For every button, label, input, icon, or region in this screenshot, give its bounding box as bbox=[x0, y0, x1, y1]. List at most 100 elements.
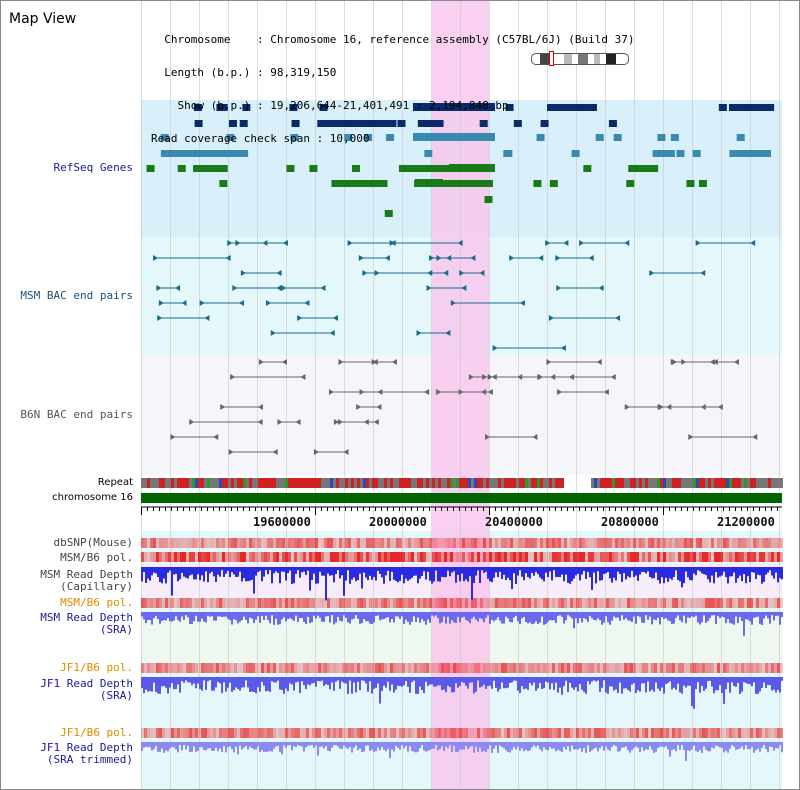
repeat-segment bbox=[663, 478, 666, 488]
read-depth-bar bbox=[459, 612, 461, 623]
polymorphism-cell bbox=[627, 728, 630, 738]
read-depth-bar bbox=[543, 677, 545, 689]
read-depth-bar bbox=[641, 567, 643, 572]
polymorphism-cell bbox=[624, 728, 627, 738]
polymorphism-cell bbox=[765, 538, 768, 548]
read-depth-bar bbox=[743, 742, 745, 750]
track-label-msm-b6-pol-2[interactable]: MSM/B6 pol. bbox=[60, 596, 133, 609]
read-depth-bar bbox=[389, 677, 391, 691]
read-depth-bar bbox=[707, 742, 709, 752]
polymorphism-cell bbox=[336, 538, 339, 548]
polymorphism-cell bbox=[747, 538, 750, 548]
polymorphism-cell bbox=[378, 663, 381, 673]
read-depth-bar bbox=[315, 612, 317, 619]
repeat-segment bbox=[369, 478, 372, 488]
track-label-dbsnp[interactable]: dbSNP(Mouse) bbox=[53, 536, 133, 549]
polymorphism-cell bbox=[696, 538, 699, 548]
read-depth-bar bbox=[505, 742, 507, 751]
read-depth-bar bbox=[723, 677, 725, 704]
read-depth-bar bbox=[701, 567, 703, 574]
read-depth-bar bbox=[659, 567, 661, 584]
polymorphism-cell bbox=[435, 598, 438, 608]
read-depth-bar bbox=[391, 677, 393, 685]
info-line: Show (b.p.) : 19,206,644-21,401,491 : 2,… bbox=[151, 99, 509, 112]
read-depth-bar bbox=[185, 567, 187, 578]
chromosome-ideogram[interactable] bbox=[531, 53, 629, 65]
track-label-repeat[interactable]: Repeat bbox=[97, 477, 133, 488]
read-depth-bar bbox=[191, 677, 193, 686]
polymorphism-cell bbox=[267, 598, 270, 608]
track-label-jf1-depth-sra[interactable]: JF1 Read Depth (SRA) bbox=[40, 678, 133, 702]
read-depth-bar bbox=[367, 742, 369, 746]
read-depth-bar bbox=[305, 742, 307, 748]
track-label-jf1-b6-pol[interactable]: JF1/B6 pol. bbox=[60, 661, 133, 674]
read-depth-bar bbox=[709, 567, 711, 583]
read-depth-bar bbox=[351, 612, 353, 620]
read-depth-bar bbox=[447, 567, 449, 571]
read-depth-bar bbox=[457, 612, 459, 617]
read-depth-bar bbox=[335, 612, 337, 623]
track-label-refseq[interactable]: RefSeq Genes bbox=[53, 161, 133, 174]
track-label-msm-b6-pol[interactable]: MSM/B6 pol. bbox=[60, 551, 133, 564]
track-label-jf1-depth-trimmed[interactable]: JF1 Read Depth (SRA trimmed) bbox=[40, 742, 133, 766]
polymorphism-cell bbox=[555, 728, 558, 738]
read-depth-bar bbox=[777, 677, 779, 690]
track-label-msm-depth-capillary[interactable]: MSM Read Depth (Capillary) bbox=[40, 569, 133, 593]
repeat-segment bbox=[648, 478, 651, 488]
gene-feature bbox=[676, 150, 685, 157]
polymorphism-cell bbox=[210, 728, 213, 738]
polymorphism-cell bbox=[699, 552, 702, 562]
polymorphism-cell bbox=[306, 552, 309, 562]
read-depth-bar bbox=[729, 742, 731, 749]
read-depth-bar bbox=[633, 612, 635, 617]
polymorphism-cell bbox=[309, 728, 312, 738]
read-depth-bar bbox=[655, 567, 657, 573]
read-depth-bar bbox=[557, 742, 559, 750]
read-depth-bar bbox=[333, 677, 335, 691]
read-depth-bar bbox=[267, 612, 269, 620]
polymorphism-cell bbox=[507, 663, 510, 673]
polymorphism-cell bbox=[756, 598, 759, 608]
track-label-b6n-bac[interactable]: B6N BAC end pairs bbox=[20, 408, 133, 421]
polymorphism-cell bbox=[378, 552, 381, 562]
track-label-msm-depth-sra[interactable]: MSM Read Depth (SRA) bbox=[40, 612, 133, 636]
polymorphism-cell bbox=[381, 728, 384, 738]
track-label-jf1-b6-pol-2[interactable]: JF1/B6 pol. bbox=[60, 726, 133, 739]
polymorphism-cell bbox=[534, 728, 537, 738]
polymorphism-cell bbox=[513, 552, 516, 562]
read-depth-bar bbox=[585, 612, 587, 620]
read-depth-bar bbox=[421, 612, 423, 620]
bac-end-marker bbox=[688, 434, 694, 440]
polymorphism-cell bbox=[573, 538, 576, 548]
read-depth-bar bbox=[563, 742, 565, 748]
bac-end-marker bbox=[468, 374, 474, 380]
read-depth-bar bbox=[253, 742, 255, 750]
read-depth-bar bbox=[595, 742, 597, 748]
read-depth-bar bbox=[323, 677, 325, 686]
polymorphism-cell bbox=[249, 728, 252, 738]
read-depth-bar bbox=[383, 612, 385, 620]
read-depth-bar bbox=[415, 742, 417, 753]
read-depth-bar bbox=[519, 677, 521, 694]
polymorphism-cell bbox=[684, 538, 687, 548]
gene-feature bbox=[344, 134, 353, 141]
track-label-chromosome[interactable]: chromosome 16 bbox=[52, 492, 133, 503]
read-depth-bar bbox=[639, 742, 641, 753]
read-depth-bar bbox=[551, 742, 553, 749]
track-label-msm-bac[interactable]: MSM BAC end pairs bbox=[20, 289, 133, 302]
read-depth-bar bbox=[195, 677, 197, 689]
read-depth-bar bbox=[195, 612, 197, 616]
polymorphism-cell bbox=[735, 552, 738, 562]
read-depth-bar bbox=[299, 742, 301, 746]
read-depth-bar bbox=[257, 677, 259, 688]
repeat-segment bbox=[561, 478, 564, 488]
read-depth-bar bbox=[305, 567, 307, 576]
polymorphism-cell bbox=[579, 728, 582, 738]
bac-end-marker bbox=[220, 404, 226, 410]
read-depth-bar bbox=[381, 677, 383, 692]
read-depth-bar bbox=[173, 677, 175, 690]
polymorphism-cell bbox=[165, 538, 168, 548]
repeat-segment bbox=[495, 478, 498, 488]
repeat-segment bbox=[705, 478, 708, 488]
